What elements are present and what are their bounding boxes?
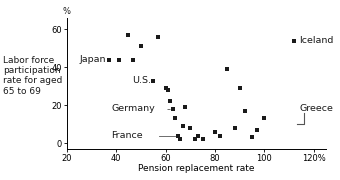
Point (175, 134, 181, 137)
Point (168, 100, 173, 103)
Point (242, 109, 248, 112)
Point (254, 128, 260, 131)
Point (138, 45, 143, 48)
Point (192, 138, 198, 141)
Point (291, 39, 297, 42)
Point (173, 117, 178, 120)
Point (183, 106, 188, 109)
Point (232, 127, 238, 129)
Point (151, 79, 156, 82)
Point (188, 127, 193, 129)
Point (249, 136, 255, 139)
Point (155, 35, 161, 38)
Point (170, 107, 176, 110)
Point (131, 58, 136, 61)
Point (195, 134, 200, 137)
Point (217, 134, 223, 137)
Point (200, 138, 205, 141)
Point (180, 125, 186, 127)
Point (126, 34, 131, 37)
Point (225, 68, 230, 71)
Point (163, 87, 168, 90)
Text: Labor force
participation
rate for aged
65 to 69: Labor force participation rate for aged … (3, 55, 63, 96)
Text: Japan: Japan (80, 55, 106, 64)
Point (212, 130, 218, 133)
Point (116, 58, 121, 61)
Text: Germany: Germany (111, 104, 155, 113)
Point (165, 89, 171, 91)
Text: Iceland: Iceland (299, 36, 334, 45)
Point (178, 138, 183, 141)
Point (106, 58, 112, 61)
Text: U.S.: U.S. (132, 76, 151, 85)
Text: %: % (63, 7, 71, 16)
Point (237, 87, 242, 90)
X-axis label: Pension replacement rate: Pension replacement rate (138, 164, 255, 173)
Text: France: France (111, 131, 143, 140)
Text: Greece: Greece (299, 104, 333, 113)
Point (262, 117, 267, 120)
